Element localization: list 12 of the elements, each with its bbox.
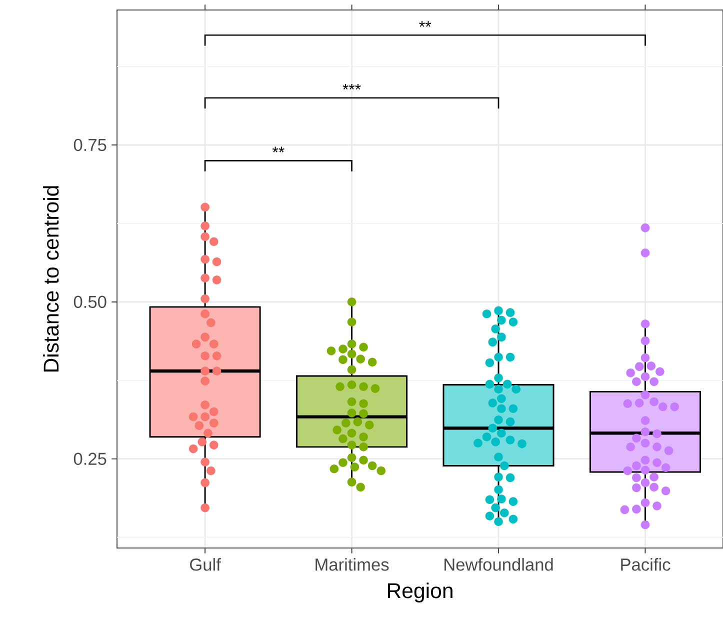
x-tick-label: Newfoundland [444,558,553,571]
x-tick-label: Gulf [190,558,221,571]
x-tick-label: Pacific [621,558,670,571]
x-tick-label: Maritimes [316,558,389,571]
annotation: *** [342,84,361,90]
y-tick-label: 0.75 [74,138,106,152]
y-tick-label: 0.25 [74,452,106,465]
x-axis-title: Region [388,582,452,602]
y-axis-title: Distance to centroid [43,186,59,372]
annotation: ** [272,146,284,152]
annotation: ** [419,21,432,27]
y-tick-label: 0.50 [74,296,106,308]
